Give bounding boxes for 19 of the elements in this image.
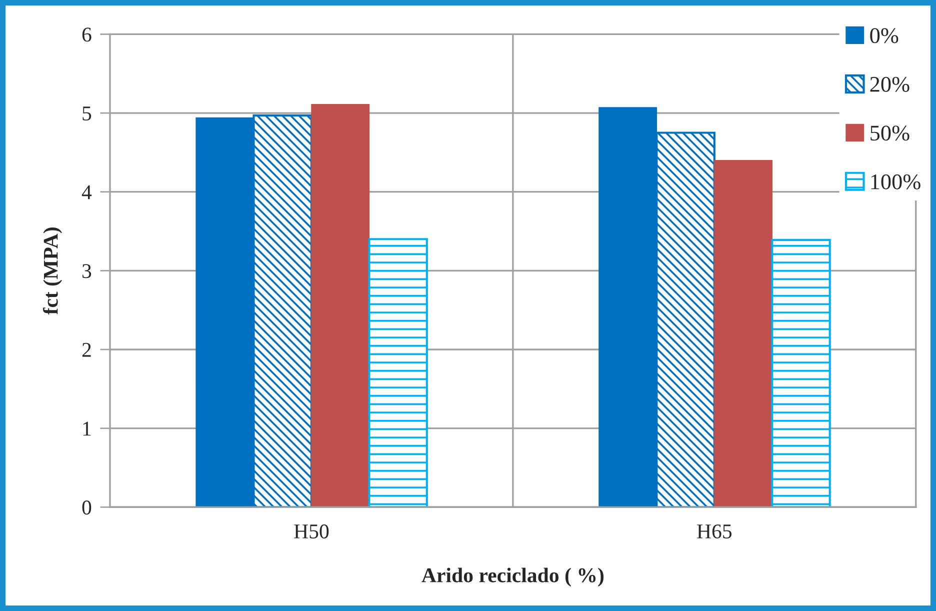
bar bbox=[368, 238, 428, 508]
legend-label: 0% bbox=[870, 28, 898, 44]
bar bbox=[714, 160, 772, 508]
y-tick-label: 3 bbox=[82, 264, 92, 278]
y-tick-label: 4 bbox=[82, 185, 92, 200]
bar bbox=[771, 238, 831, 508]
x-tick-label: H50 bbox=[294, 524, 329, 538]
y-tick-label: 1 bbox=[83, 422, 91, 436]
legend-label: 50% bbox=[870, 126, 910, 141]
legend-label: 20% bbox=[870, 76, 910, 92]
y-tick-label: 0 bbox=[82, 500, 92, 515]
bar bbox=[311, 104, 370, 508]
y-tick-label: 6 bbox=[82, 28, 92, 42]
y-tick-label: 2 bbox=[82, 342, 91, 357]
x-axis-title: Arido reciclado ( %) bbox=[422, 568, 604, 587]
y-tick-label: 5 bbox=[82, 106, 92, 120]
legend-label: 100% bbox=[871, 174, 920, 190]
x-tick-label: H65 bbox=[697, 524, 732, 538]
y-axis-title: fct (MPA) bbox=[42, 228, 62, 315]
